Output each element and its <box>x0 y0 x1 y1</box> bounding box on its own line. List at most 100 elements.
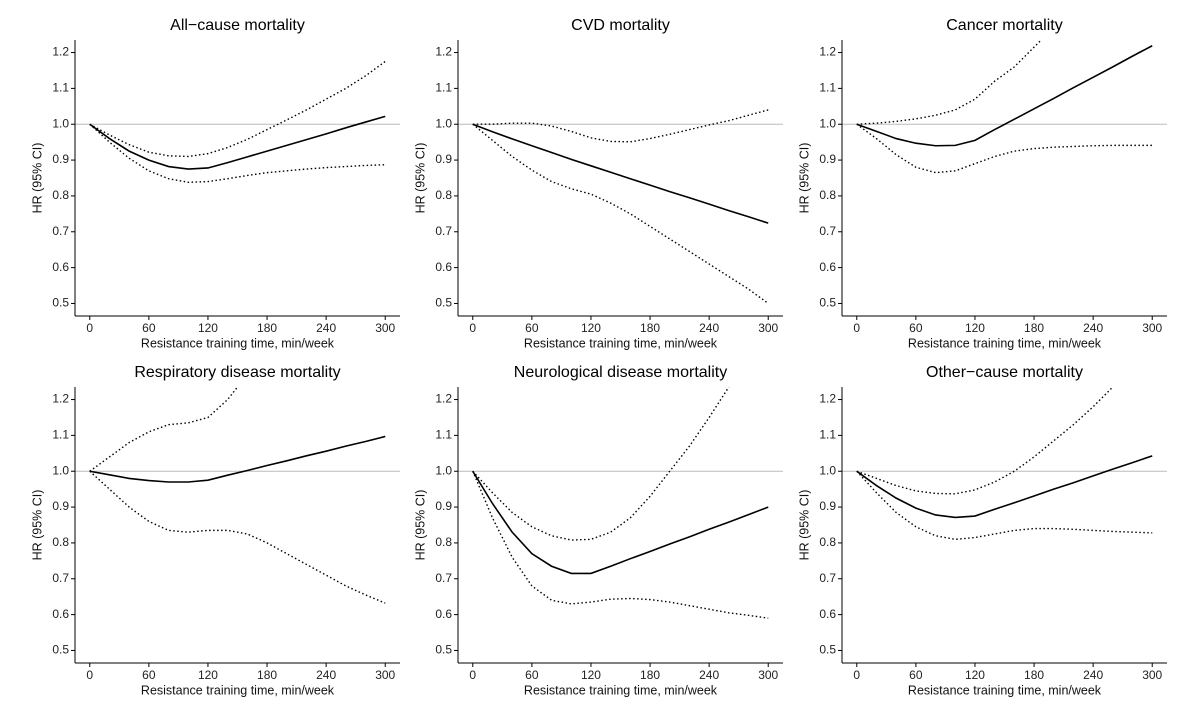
y-axis-label: HR (95% CI) <box>413 143 427 214</box>
panel-title: Neurological disease mortality <box>514 364 727 381</box>
panel-title: CVD mortality <box>571 17 670 34</box>
panel: Cancer mortality Resistance training time… <box>797 17 1167 350</box>
ci-line <box>89 470 386 604</box>
panel: Respiratory disease mortality Resistance … <box>30 364 400 697</box>
x-axis-label: Resistance training time, min/week <box>141 683 335 697</box>
y-tick-label: 1.1 <box>435 428 452 442</box>
y-tick-label: 0.9 <box>435 152 452 166</box>
hr-line <box>472 123 769 224</box>
y-tick-label: 0.8 <box>435 188 452 202</box>
y-tick-label: 0.8 <box>819 535 836 549</box>
x-tick-label: 60 <box>909 668 923 682</box>
panel-title: Cancer mortality <box>946 17 1062 34</box>
y-tick-label: 1.2 <box>52 45 69 59</box>
x-tick-label: 180 <box>640 321 660 335</box>
hr-line <box>856 455 1153 519</box>
x-tick-label: 0 <box>469 321 476 335</box>
y-tick-label: 0.5 <box>819 643 836 657</box>
x-tick-label: 180 <box>1024 668 1044 682</box>
x-tick-label: 240 <box>699 321 719 335</box>
y-tick-label: 0.6 <box>435 260 452 274</box>
y-tick-label: 1.1 <box>435 81 452 95</box>
x-axis-label: Resistance training time, min/week <box>524 683 718 697</box>
x-tick-label: 120 <box>965 321 985 335</box>
x-tick-label: 0 <box>86 668 93 682</box>
y-tick-label: 0.7 <box>819 224 836 238</box>
x-tick-label: 180 <box>640 668 660 682</box>
y-tick-label: 1.2 <box>819 45 836 59</box>
y-tick-label: 0.9 <box>435 499 452 513</box>
x-axis-label: Resistance training time, min/week <box>908 683 1102 697</box>
x-tick-label: 180 <box>1024 321 1044 335</box>
x-tick-label: 300 <box>758 668 778 682</box>
x-tick-label: 60 <box>142 321 156 335</box>
panel: CVD mortality Resistance training time, m… <box>413 17 783 350</box>
ci-line <box>472 470 769 619</box>
y-tick-label: 1.0 <box>52 116 69 130</box>
y-tick-label: 0.5 <box>435 296 452 310</box>
x-tick-label: 180 <box>257 321 277 335</box>
y-tick-label: 0.8 <box>435 535 452 549</box>
y-tick-label: 1.1 <box>819 81 836 95</box>
y-tick-label: 0.8 <box>52 535 69 549</box>
x-tick-label: 240 <box>316 668 336 682</box>
y-tick-label: 1.1 <box>819 428 836 442</box>
y-tick-label: 1.0 <box>52 463 69 477</box>
y-tick-label: 0.5 <box>52 643 69 657</box>
x-axis-label: Resistance training time, min/week <box>908 336 1102 350</box>
hr-line <box>89 115 386 170</box>
panel-title: Other−cause mortality <box>926 364 1083 381</box>
y-tick-label: 0.7 <box>435 571 452 585</box>
y-tick-label: 0.6 <box>819 607 836 621</box>
y-axis-label: HR (95% CI) <box>30 490 44 561</box>
ci-line <box>472 123 769 305</box>
y-tick-label: 1.1 <box>52 81 69 95</box>
x-tick-label: 0 <box>853 321 860 335</box>
y-tick-label: 0.6 <box>819 260 836 274</box>
y-tick-label: 0.7 <box>52 571 69 585</box>
y-tick-label: 0.8 <box>819 188 836 202</box>
y-tick-label: 0.5 <box>819 296 836 310</box>
y-tick-label: 1.2 <box>435 392 452 406</box>
x-tick-label: 60 <box>525 668 539 682</box>
y-tick-label: 1.0 <box>435 116 452 130</box>
y-tick-label: 1.2 <box>435 45 452 59</box>
x-tick-label: 300 <box>1142 321 1162 335</box>
x-tick-label: 120 <box>198 321 218 335</box>
y-tick-label: 0.5 <box>52 296 69 310</box>
y-tick-label: 0.7 <box>435 224 452 238</box>
ci-line <box>89 123 386 184</box>
x-tick-label: 60 <box>525 321 539 335</box>
x-tick-label: 240 <box>1083 668 1103 682</box>
y-tick-label: 0.5 <box>435 643 452 657</box>
hr-line <box>89 435 386 483</box>
x-tick-label: 240 <box>316 321 336 335</box>
ci-line <box>89 387 239 472</box>
y-tick-label: 0.9 <box>819 499 836 513</box>
y-tick-label: 0.8 <box>52 188 69 202</box>
y-tick-label: 1.2 <box>52 392 69 406</box>
y-tick-label: 0.6 <box>435 607 452 621</box>
x-axis-label: Resistance training time, min/week <box>141 336 335 350</box>
ci-line <box>856 387 1114 495</box>
ci-line <box>856 40 1043 125</box>
hr-line <box>472 470 769 575</box>
panel-title: All−cause mortality <box>170 17 305 34</box>
panel: Other−cause mortality Resistance training… <box>797 364 1167 697</box>
ci-line <box>472 109 769 143</box>
y-axis-label: HR (95% CI) <box>797 490 811 561</box>
x-tick-label: 300 <box>1142 668 1162 682</box>
ci-line <box>856 470 1153 541</box>
y-tick-label: 0.9 <box>52 499 69 513</box>
panel: Neurological disease mortality Resistance… <box>413 364 783 697</box>
ci-line <box>472 387 730 541</box>
y-axis-label: HR (95% CI) <box>413 490 427 561</box>
x-tick-label: 0 <box>853 668 860 682</box>
x-tick-label: 300 <box>758 321 778 335</box>
y-tick-label: 0.6 <box>52 607 69 621</box>
x-tick-label: 0 <box>86 321 93 335</box>
x-tick-label: 120 <box>581 668 601 682</box>
ci-line <box>89 60 386 158</box>
